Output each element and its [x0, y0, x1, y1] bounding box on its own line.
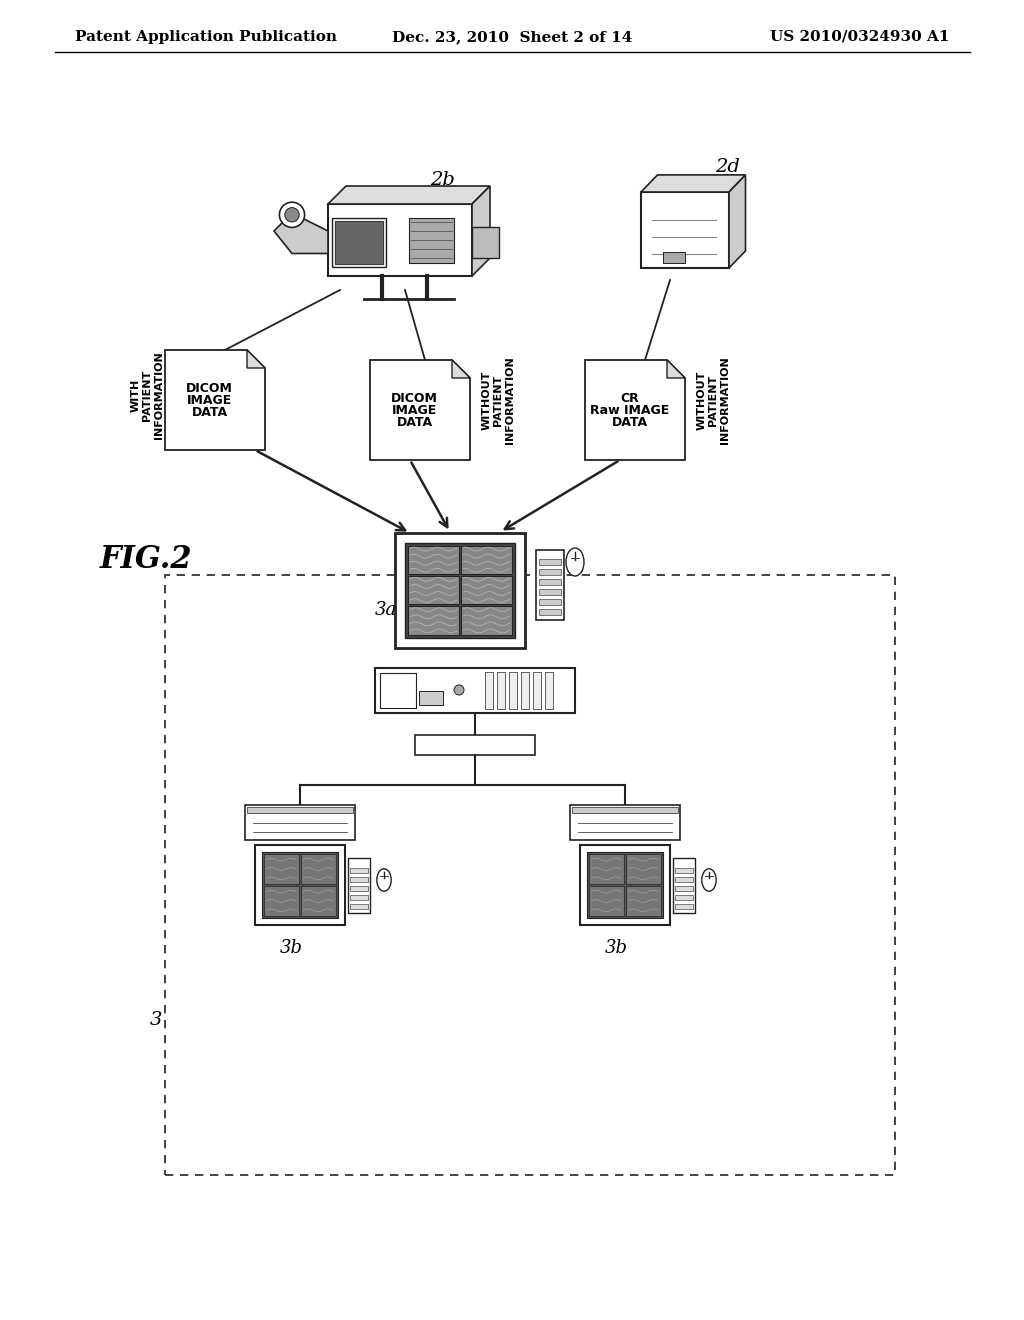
- Text: WITHOUT
PATIENT
INFORMATION: WITHOUT PATIENT INFORMATION: [481, 356, 515, 444]
- FancyBboxPatch shape: [348, 858, 370, 912]
- Polygon shape: [729, 176, 745, 268]
- Polygon shape: [472, 186, 490, 276]
- Polygon shape: [472, 227, 499, 257]
- FancyBboxPatch shape: [673, 858, 695, 912]
- FancyBboxPatch shape: [663, 252, 685, 263]
- Polygon shape: [370, 360, 470, 459]
- Polygon shape: [165, 350, 265, 450]
- FancyBboxPatch shape: [332, 218, 386, 267]
- Text: Dec. 23, 2010  Sheet 2 of 14: Dec. 23, 2010 Sheet 2 of 14: [392, 30, 632, 44]
- FancyBboxPatch shape: [545, 672, 553, 709]
- FancyBboxPatch shape: [497, 672, 505, 709]
- FancyBboxPatch shape: [675, 886, 693, 891]
- Text: 3b: 3b: [605, 939, 628, 957]
- FancyBboxPatch shape: [626, 854, 662, 884]
- FancyBboxPatch shape: [521, 672, 529, 709]
- FancyBboxPatch shape: [539, 599, 561, 605]
- FancyBboxPatch shape: [350, 876, 368, 882]
- FancyBboxPatch shape: [408, 545, 459, 574]
- Polygon shape: [641, 176, 745, 191]
- FancyBboxPatch shape: [409, 218, 454, 263]
- FancyBboxPatch shape: [539, 589, 561, 595]
- Text: DICOM: DICOM: [186, 381, 233, 395]
- FancyBboxPatch shape: [509, 672, 517, 709]
- FancyBboxPatch shape: [350, 886, 368, 891]
- Polygon shape: [247, 350, 265, 368]
- FancyBboxPatch shape: [587, 851, 663, 917]
- FancyBboxPatch shape: [247, 807, 353, 813]
- Text: CR: CR: [621, 392, 639, 404]
- FancyBboxPatch shape: [589, 886, 624, 916]
- Text: DATA: DATA: [191, 405, 227, 418]
- Text: IMAGE: IMAGE: [392, 404, 437, 417]
- Text: 2d: 2d: [715, 158, 740, 176]
- FancyBboxPatch shape: [675, 867, 693, 873]
- FancyBboxPatch shape: [539, 579, 561, 585]
- FancyBboxPatch shape: [589, 854, 624, 884]
- FancyBboxPatch shape: [406, 543, 515, 638]
- FancyBboxPatch shape: [264, 886, 299, 916]
- FancyBboxPatch shape: [534, 672, 541, 709]
- FancyBboxPatch shape: [675, 895, 693, 899]
- FancyBboxPatch shape: [461, 576, 512, 605]
- Text: DICOM: DICOM: [391, 392, 438, 404]
- FancyBboxPatch shape: [461, 606, 512, 635]
- FancyBboxPatch shape: [350, 867, 368, 873]
- FancyBboxPatch shape: [539, 558, 561, 565]
- Polygon shape: [328, 186, 490, 205]
- Circle shape: [280, 202, 304, 227]
- Polygon shape: [667, 360, 685, 378]
- FancyBboxPatch shape: [536, 550, 564, 620]
- Text: DATA: DATA: [611, 416, 647, 429]
- FancyBboxPatch shape: [675, 876, 693, 882]
- FancyBboxPatch shape: [375, 668, 575, 713]
- Ellipse shape: [377, 869, 391, 891]
- Circle shape: [285, 207, 299, 222]
- Text: US 2010/0324930 A1: US 2010/0324930 A1: [770, 30, 950, 44]
- FancyBboxPatch shape: [408, 606, 459, 635]
- Text: FIG.2: FIG.2: [100, 544, 193, 576]
- Text: Patent Application Publication: Patent Application Publication: [75, 30, 337, 44]
- FancyBboxPatch shape: [626, 886, 662, 916]
- FancyBboxPatch shape: [380, 672, 416, 708]
- Text: WITH
PATIENT
INFORMATION: WITH PATIENT INFORMATION: [130, 351, 164, 438]
- Polygon shape: [274, 213, 328, 253]
- FancyBboxPatch shape: [641, 191, 729, 268]
- Text: WITHOUT
PATIENT
INFORMATION: WITHOUT PATIENT INFORMATION: [696, 356, 729, 444]
- Circle shape: [454, 685, 464, 696]
- FancyBboxPatch shape: [572, 807, 678, 813]
- Ellipse shape: [701, 869, 716, 891]
- Text: Raw IMAGE: Raw IMAGE: [590, 404, 670, 417]
- Polygon shape: [585, 360, 685, 459]
- FancyBboxPatch shape: [350, 903, 368, 908]
- Ellipse shape: [566, 548, 584, 576]
- Text: 3a: 3a: [375, 601, 397, 619]
- FancyBboxPatch shape: [301, 886, 336, 916]
- FancyBboxPatch shape: [675, 903, 693, 908]
- FancyBboxPatch shape: [419, 690, 443, 705]
- FancyBboxPatch shape: [301, 854, 336, 884]
- FancyBboxPatch shape: [485, 672, 493, 709]
- Text: 3: 3: [150, 1011, 163, 1030]
- FancyBboxPatch shape: [335, 220, 383, 264]
- FancyBboxPatch shape: [245, 805, 355, 840]
- FancyBboxPatch shape: [264, 854, 299, 884]
- FancyBboxPatch shape: [408, 576, 459, 605]
- FancyBboxPatch shape: [539, 609, 561, 615]
- FancyBboxPatch shape: [580, 845, 670, 925]
- Text: 2b: 2b: [430, 172, 455, 189]
- Text: IMAGE: IMAGE: [187, 393, 232, 407]
- FancyBboxPatch shape: [415, 735, 535, 755]
- FancyBboxPatch shape: [262, 851, 338, 917]
- FancyBboxPatch shape: [570, 805, 680, 840]
- Polygon shape: [452, 360, 470, 378]
- FancyBboxPatch shape: [395, 532, 525, 648]
- FancyBboxPatch shape: [350, 895, 368, 899]
- FancyBboxPatch shape: [461, 545, 512, 574]
- Polygon shape: [328, 205, 472, 276]
- FancyBboxPatch shape: [539, 569, 561, 576]
- FancyBboxPatch shape: [255, 845, 345, 925]
- Text: DATA: DATA: [396, 416, 433, 429]
- Text: 3b: 3b: [280, 939, 303, 957]
